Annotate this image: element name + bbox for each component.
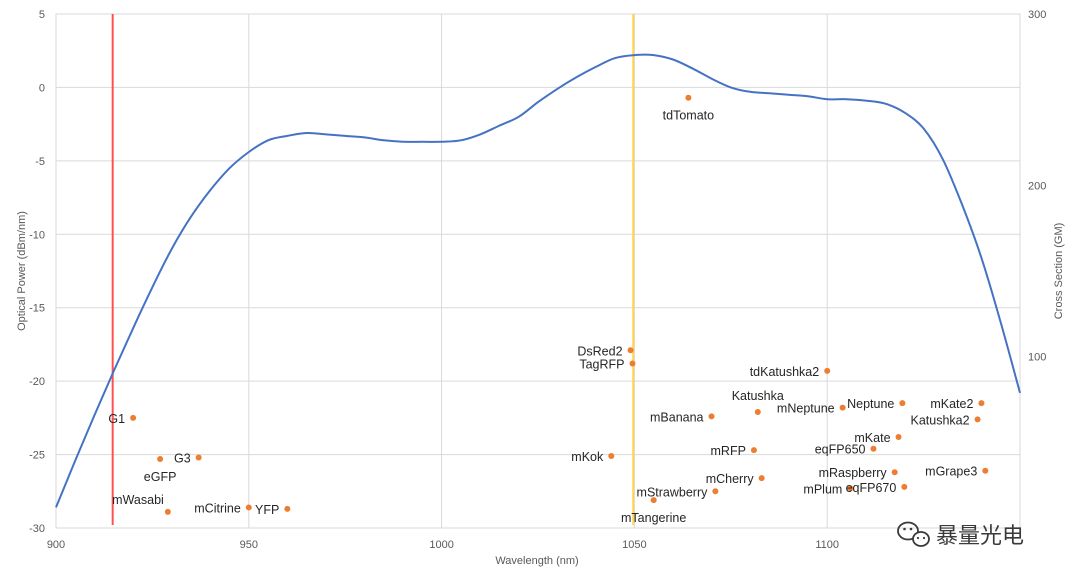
point-mplum (847, 485, 854, 492)
y-tick-label--30: -30 (29, 523, 45, 535)
optical-power-curve (55, 53, 1021, 508)
x-tick-label-1100: 1100 (815, 539, 839, 551)
point-label-tdkatushka2: tdKatushka2 (750, 365, 820, 379)
point-label-mplum: mPlum (803, 482, 842, 496)
point-eqfp650 (870, 445, 877, 452)
scatter-points (130, 94, 989, 515)
x-tick-label-1000: 1000 (429, 539, 453, 551)
point-label-mstrawberry: mStrawberry (637, 485, 709, 499)
x-axis-title: Wavelength (nm) (495, 555, 578, 567)
point-dsred2 (627, 347, 634, 354)
wechat-icon (897, 521, 930, 547)
point-label-eqfp650: eqFP650 (815, 443, 866, 457)
point-g3 (195, 454, 202, 461)
y-tick-label--10: -10 (29, 229, 45, 241)
point-label-g3: G3 (174, 452, 191, 466)
point-label-mbanana: mBanana (650, 410, 704, 424)
point-label-egfp: eGFP (144, 470, 177, 484)
y-tick-label--20: -20 (29, 376, 45, 388)
point-label-mkok: mKok (571, 450, 604, 464)
watermark-text: 暴量光电 (936, 524, 1024, 549)
point-label-g1: G1 (108, 412, 125, 426)
point-label-mwasabi: mWasabi (112, 493, 164, 507)
point-mneptune (839, 404, 846, 411)
point-label-yfp: YFP (255, 503, 279, 517)
point-mstrawberry (712, 488, 719, 495)
point-label-mrfp: mRFP (711, 444, 746, 458)
point-label-mkate: mKate (854, 431, 890, 445)
point-yfp (284, 505, 291, 512)
y-tick-label--15: -15 (29, 303, 45, 315)
point-label-mneptune: mNeptune (777, 402, 835, 416)
reference-lines (111, 14, 635, 525)
point-mcitrine (245, 504, 252, 511)
point-mrfp (750, 447, 757, 454)
point-mbanana (708, 413, 715, 420)
x-tick-label-1050: 1050 (622, 539, 646, 551)
point-mgrape3 (982, 467, 989, 474)
point-label-mcitrine: mCitrine (194, 501, 241, 515)
point-mkok (608, 453, 615, 460)
point-label-katushka: Katushka (732, 389, 784, 403)
point-egfp (157, 455, 164, 462)
point-mraspberry (891, 469, 898, 476)
point-label-mcherry: mCherry (706, 472, 755, 486)
point-label-eqfp670: eqFP670 (846, 481, 897, 495)
y-tick-label-0: 0 (39, 82, 45, 94)
y-axis-title: Optical Power (dBm/nm) (16, 211, 28, 331)
y2-tick-label-100: 100 (1028, 352, 1046, 364)
x-tick-label-900: 900 (47, 539, 65, 551)
point-tdtomato (685, 94, 692, 101)
y-tick-label--25: -25 (29, 450, 45, 462)
point-label-tdtomato: tdTomato (663, 109, 714, 123)
point-mkate (895, 433, 902, 440)
point-label-dsred2: DsRed2 (577, 344, 622, 358)
x-tick-label-950: 950 (240, 539, 258, 551)
axis-ticks: 900 950 1000 1050 1100 5 0 -5 -10 -15 -20 -25 -30 300… (29, 9, 1046, 551)
point-label-mraspberry: mRaspberry (819, 466, 888, 480)
y2-tick-label-300: 300 (1028, 9, 1046, 21)
point-eqfp670 (901, 483, 908, 490)
point-katushka (754, 408, 761, 415)
y2-axis-title: Cross Section (GM) (1053, 223, 1065, 320)
point-label-mtangerine: mTangerine (621, 511, 686, 525)
point-g1 (130, 414, 137, 421)
point-mwasabi (164, 508, 171, 515)
point-label-mkate2: mKate2 (930, 397, 973, 411)
y-tick-label--5: -5 (35, 156, 45, 168)
point-label-neptune: Neptune (847, 397, 894, 411)
point-mcherry (758, 475, 765, 482)
point-label-mgrape3: mGrape3 (925, 465, 977, 479)
point-mtangerine (650, 497, 657, 504)
point-tagrfp (629, 360, 636, 367)
y-tick-label-5: 5 (39, 9, 45, 21)
point-label-tagrfp: TagRFP (579, 358, 624, 372)
point-label-katushka2: Katushka2 (911, 413, 970, 427)
point-labels: G1 G3 eGFP mWasabi mCitrine YFP tdTomato DsRed2… (108, 109, 977, 525)
point-neptune (899, 400, 906, 407)
point-katushka2 (974, 416, 981, 423)
y2-tick-label-200: 200 (1028, 180, 1046, 192)
point-tdkatushka2 (824, 367, 831, 374)
watermark: 暴量光电 (897, 521, 1024, 549)
optical-power-curve-group (55, 53, 1021, 508)
point-mkate2 (978, 400, 985, 407)
